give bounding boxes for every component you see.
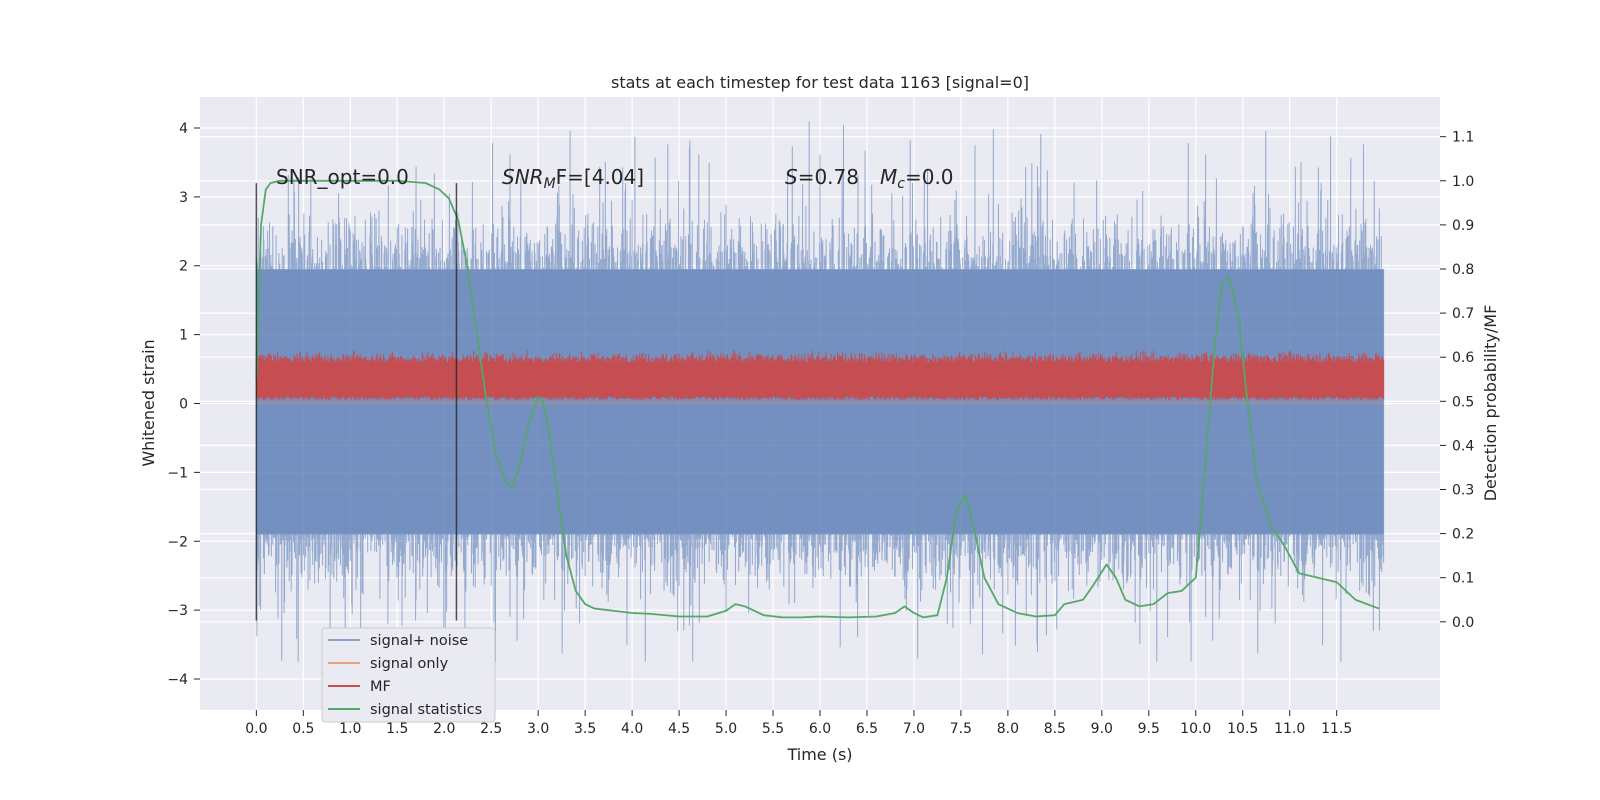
x-tick-label: 11.0 xyxy=(1274,721,1305,737)
x-tick-label: 7.0 xyxy=(903,721,925,737)
y-left-tick-label: −4 xyxy=(167,672,188,688)
x-tick-label: 0.5 xyxy=(292,721,314,737)
annotation-mc: Mc=0.0 xyxy=(880,165,954,192)
y-axis-right: 0.0 0.1 0.2 0.3 0.4 0.5 0.6 0.7 0.8 0.9 1.0 1.1 xyxy=(1440,130,1474,631)
y-left-tick-label: 2 xyxy=(179,259,188,275)
x-tick-label: 4.5 xyxy=(668,721,690,737)
y-right-tick-label: 0.0 xyxy=(1452,615,1474,631)
snr-mf-sub: M xyxy=(544,176,556,192)
legend-label-signal-statistics: signal statistics xyxy=(370,702,482,718)
x-tick-label: 8.0 xyxy=(997,721,1019,737)
annotations: SNR_opt=0.0 SNRMF=[4.04] S=0.78 Mc=0.0 xyxy=(276,165,954,192)
x-tick-label: 0.0 xyxy=(245,721,267,737)
x-tick-label: 6.0 xyxy=(809,721,831,737)
mc-sub: c xyxy=(897,176,905,192)
x-tick-label: 3.0 xyxy=(527,721,549,737)
annotation-snr-opt: SNR_opt=0.0 xyxy=(276,165,409,189)
series-layer xyxy=(255,121,1385,662)
y-right-tick-label: 0.5 xyxy=(1452,394,1474,410)
y-left-tick-label: −3 xyxy=(167,603,188,619)
x-tick-label: 8.5 xyxy=(1044,721,1066,737)
vertical-markers xyxy=(255,183,458,621)
annotation-snr-mf: SNRMF=[4.04] xyxy=(502,165,644,192)
x-tick-label: 11.5 xyxy=(1321,721,1352,737)
y-right-tick-label: 0.3 xyxy=(1452,482,1474,498)
x-tick-label: 4.0 xyxy=(621,721,643,737)
y-axis-left: −4 −3 −2 −1 0 1 2 3 4 xyxy=(167,121,200,688)
annotation-s: S=0.78 xyxy=(785,165,859,189)
y-right-tick-label: 0.8 xyxy=(1452,262,1474,278)
legend-label-mf: MF xyxy=(370,679,391,695)
x-tick-label: 9.5 xyxy=(1138,721,1160,737)
x-tick-label: 2.5 xyxy=(480,721,502,737)
y-left-tick-label: 1 xyxy=(179,328,188,344)
mc-main: M xyxy=(880,165,897,189)
y-right-tick-label: 0.4 xyxy=(1452,438,1474,454)
y-right-tick-label: 0.6 xyxy=(1452,350,1474,366)
y-left-tick-label: 0 xyxy=(179,397,188,413)
x-tick-label: 10.0 xyxy=(1180,721,1211,737)
x-tick-label: 5.5 xyxy=(762,721,784,737)
y-right-tick-label: 0.1 xyxy=(1452,571,1474,587)
x-tick-label: 9.0 xyxy=(1091,721,1113,737)
y-right-tick-label: 0.9 xyxy=(1452,218,1474,234)
x-tick-label: 5.0 xyxy=(715,721,737,737)
x-tick-label: 2.0 xyxy=(433,721,455,737)
y-right-tick-label: 1.1 xyxy=(1452,130,1474,146)
y-right-tick-label: 1.0 xyxy=(1452,174,1474,190)
x-axis: 0.0 0.5 1.0 1.5 2.0 2.5 3.0 3.5 4.0 4.5 5.0 5.5 6.0 6… xyxy=(245,710,1352,737)
s-value: =0.78 xyxy=(798,165,859,189)
series-signal-noise-core xyxy=(256,269,1384,535)
legend-label-signal-noise: signal+ noise xyxy=(370,633,468,649)
mc-value: =0.0 xyxy=(905,165,954,189)
y-left-tick-label: 4 xyxy=(179,121,188,137)
legend: signal+ noise signal only MF signal stat… xyxy=(321,627,496,723)
y-axis-left-title: Whitened strain xyxy=(139,339,158,466)
x-tick-label: 6.5 xyxy=(856,721,878,737)
y-axis-right-title: Detection probability/MF xyxy=(1481,305,1500,502)
x-tick-label: 3.5 xyxy=(574,721,596,737)
y-left-tick-label: −1 xyxy=(167,465,188,481)
series-signal-statistics xyxy=(255,179,1380,619)
series-signal-noise xyxy=(255,121,1385,662)
x-tick-label: 1.5 xyxy=(386,721,408,737)
x-tick-label: 7.5 xyxy=(950,721,972,737)
legend-box xyxy=(321,627,496,723)
snr-mf-rest: F=[4.04] xyxy=(556,165,644,189)
x-axis-title: Time (s) xyxy=(786,745,852,764)
snr-mf-main: SNR xyxy=(502,165,544,189)
y-right-tick-label: 0.2 xyxy=(1452,527,1474,543)
x-tick-label: 1.0 xyxy=(339,721,361,737)
y-left-tick-label: 3 xyxy=(179,190,188,206)
y-right-tick-label: 0.7 xyxy=(1452,306,1474,322)
x-tick-label: 10.5 xyxy=(1227,721,1258,737)
series-mf-core xyxy=(256,365,1384,397)
chart-title: stats at each timestep for test data 116… xyxy=(611,73,1029,92)
y-left-tick-label: −2 xyxy=(167,534,188,550)
legend-label-signal-only: signal only xyxy=(370,656,449,672)
s-main: S xyxy=(785,165,798,189)
